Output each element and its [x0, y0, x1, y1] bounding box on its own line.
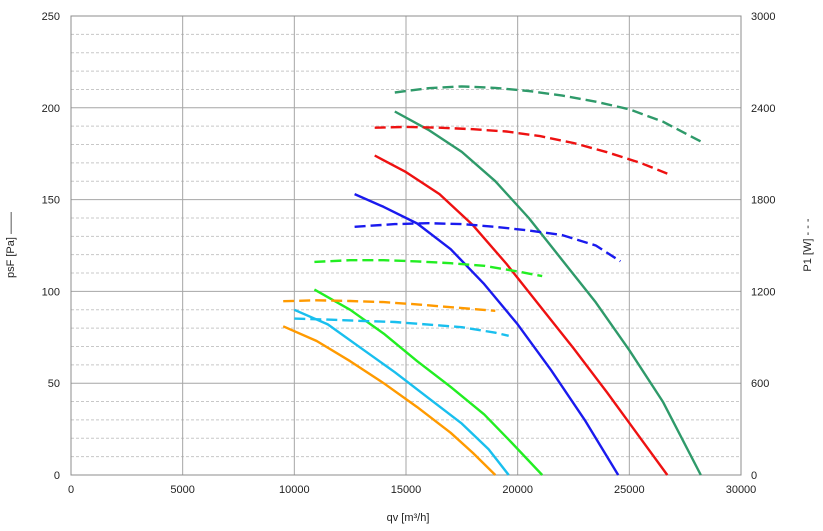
y2-tick-label: 600: [751, 378, 769, 390]
x-tick-label: 20000: [502, 484, 533, 496]
x-axis-title: qv [m³/h]: [387, 512, 430, 524]
power-curve-line: [354, 221, 622, 263]
y-axis-title: psF [Pa] ——: [5, 212, 17, 278]
y-tick-label: 250: [42, 11, 60, 23]
power-curve-line: [283, 299, 496, 312]
pressure-curve-line: [282, 325, 497, 476]
x-tick-label: 15000: [391, 484, 422, 496]
y2-tick-label: 3000: [751, 11, 775, 23]
ticks-layer: 0 5000 10000 15000 20000 25000 300000501001502…: [42, 11, 776, 496]
x-tick-label: 25000: [614, 484, 645, 496]
x-tick-label: 10000: [279, 484, 310, 496]
y2-tick-label: 1800: [751, 195, 775, 207]
pressure-curve-line: [394, 110, 702, 476]
y-tick-label: 150: [42, 195, 60, 207]
y-tick-label: 200: [42, 103, 60, 115]
y-tick-label: 0: [54, 470, 60, 482]
series-layer: [282, 85, 702, 476]
pressure-curve-line: [354, 193, 620, 476]
grid-layer: [70, 15, 742, 476]
pressure-curve-line: [293, 308, 510, 476]
plot-frame: [70, 15, 742, 476]
x-tick-label: 5000: [170, 484, 194, 496]
y2-tick-label: 2400: [751, 103, 775, 115]
y-tick-label: 50: [48, 378, 60, 390]
y2-tick-label: 1200: [751, 286, 775, 298]
power-curve-line: [374, 125, 668, 175]
y2-tick-label: 0: [751, 470, 757, 482]
x-tick-label: 0: [68, 484, 74, 496]
pressure-curve-line: [313, 288, 544, 476]
x-tick-label: 30000: [726, 484, 757, 496]
y-tick-label: 100: [42, 286, 60, 298]
y2-axis-title: P1 [W] - - -: [802, 218, 814, 272]
power-curve-line: [314, 259, 543, 278]
pressure-curve-line: [374, 154, 669, 476]
power-curve-line: [294, 317, 509, 337]
power-curve-line: [394, 85, 702, 143]
